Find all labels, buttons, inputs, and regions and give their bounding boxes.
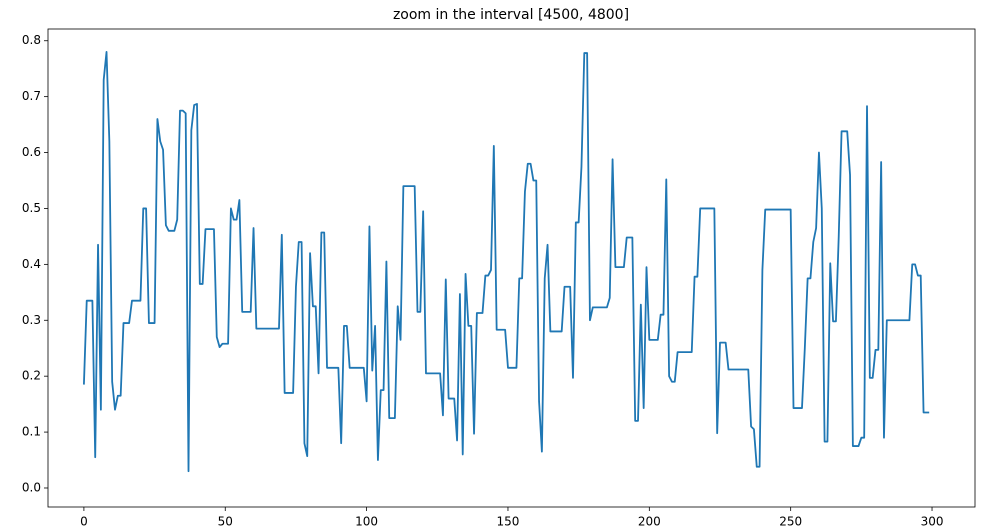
x-tick-label: 50 bbox=[218, 515, 233, 527]
y-tick-label: 0.1 bbox=[22, 425, 41, 439]
data-line bbox=[83, 51, 930, 473]
y-tick-label: 0.0 bbox=[22, 480, 41, 494]
y-tick-label: 0.5 bbox=[22, 201, 41, 215]
y-tick-label: 0.6 bbox=[22, 145, 41, 159]
axes-frame bbox=[47, 28, 976, 508]
y-tick-label: 0.3 bbox=[22, 313, 41, 327]
chart-title: zoom in the interval [4500, 4800] bbox=[393, 7, 629, 23]
x-tick-label: 250 bbox=[779, 515, 802, 527]
x-tick-label: 200 bbox=[638, 515, 661, 527]
x-tick-label: 150 bbox=[497, 515, 520, 527]
x-tick-label: 100 bbox=[355, 515, 378, 527]
y-tick-label: 0.8 bbox=[22, 33, 41, 47]
x-tick-label: 300 bbox=[921, 515, 944, 527]
x-tick-label: 0 bbox=[80, 515, 88, 527]
y-tick-label: 0.4 bbox=[22, 257, 41, 271]
y-tick-label: 0.7 bbox=[22, 89, 41, 103]
y-tick-label: 0.2 bbox=[22, 369, 41, 383]
